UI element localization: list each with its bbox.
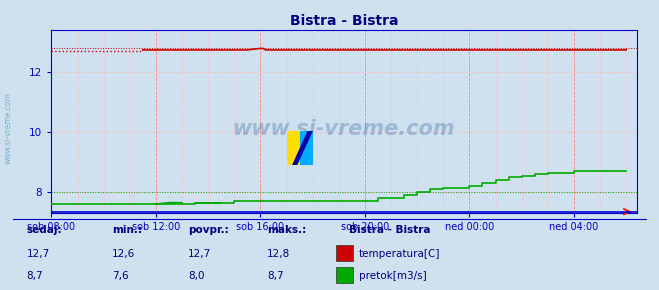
Text: 12,6: 12,6 (112, 249, 135, 259)
Text: Bistra - Bistra: Bistra - Bistra (349, 225, 431, 235)
Text: 12,8: 12,8 (267, 249, 290, 259)
Text: maks.:: maks.: (267, 225, 306, 235)
Text: temperatura[C]: temperatura[C] (359, 249, 441, 259)
Text: www.si-vreme.com: www.si-vreme.com (3, 92, 13, 164)
Text: sedaj:: sedaj: (26, 225, 62, 235)
Polygon shape (287, 130, 300, 165)
Text: 12,7: 12,7 (188, 249, 211, 259)
Text: www.si-vreme.com: www.si-vreme.com (233, 119, 455, 139)
Text: 8,7: 8,7 (26, 271, 43, 281)
Text: 12,7: 12,7 (26, 249, 49, 259)
Text: 8,7: 8,7 (267, 271, 283, 281)
Text: pretok[m3/s]: pretok[m3/s] (359, 271, 427, 281)
Polygon shape (300, 130, 313, 165)
Title: Bistra - Bistra: Bistra - Bistra (290, 14, 398, 28)
Text: 7,6: 7,6 (112, 271, 129, 281)
Text: povpr.:: povpr.: (188, 225, 229, 235)
Polygon shape (292, 130, 313, 165)
Text: min.:: min.: (112, 225, 142, 235)
Text: 8,0: 8,0 (188, 271, 204, 281)
